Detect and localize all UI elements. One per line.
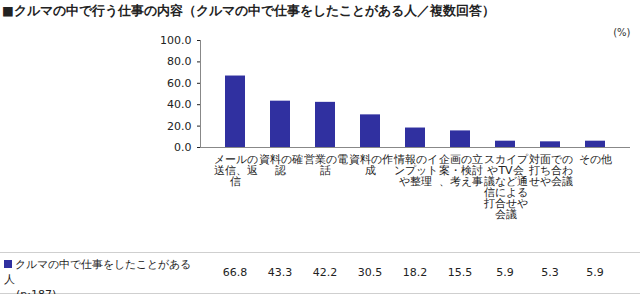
- html-text:66.8: 66.8: [222, 266, 248, 279]
- svg-text:メールの送信、返信: メールの送信、返信: [214, 153, 258, 188]
- html-text:30.5: 30.5: [357, 266, 383, 279]
- svg-text:スカイプやTV会議など通信による打合せや会議: スカイプやTV会議など通信による打合せや会議: [483, 153, 529, 221]
- svg-text:企画の立案・検討、考え事: 企画の立案・検討、考え事: [439, 153, 483, 188]
- html-text:クルマの中で仕事をしたことがある人: クルマの中で仕事をしたことがある人: [4, 258, 191, 286]
- svg-text:その他: その他: [579, 153, 612, 166]
- html-text:■クルマの中で行う仕事の内容（クルマの中で仕事をしたことがあ: ■クルマの中で行う仕事の内容（クルマの中で仕事をしたことがある人／複数回答）: [2, 3, 495, 18]
- html-text:18.2: 18.2: [402, 266, 428, 279]
- svg-text:情報のインプットや整理: 情報のインプットや整理: [393, 153, 438, 188]
- html-text:42.2: 42.2: [312, 266, 338, 279]
- svg-text:対面での打ち合わせや会議: 対面での打ち合わせや会議: [528, 153, 573, 188]
- svg-text:40.0: 40.0: [167, 98, 192, 111]
- html-text:15.5: 15.5: [447, 266, 473, 279]
- svg-text:資料の確認: 資料の確認: [259, 153, 303, 177]
- svg-text:資料の作成: 資料の作成: [349, 153, 393, 177]
- html-text:5.9: 5.9: [496, 266, 514, 279]
- svg-text:営業の電話: 営業の電話: [304, 153, 348, 177]
- svg-text:20.0: 20.0: [167, 120, 192, 133]
- html-text:5.3: 5.3: [541, 266, 559, 279]
- svg-text:80.0: 80.0: [167, 55, 192, 68]
- svg-text:0.0: 0.0: [174, 141, 192, 154]
- svg-text:60.0: 60.0: [167, 77, 192, 90]
- html-text:43.3: 43.3: [267, 266, 293, 279]
- html-text:5.9: 5.9: [586, 266, 604, 279]
- svg-text:100.0: 100.0: [160, 34, 192, 47]
- svg-text:(%): (%): [613, 27, 630, 38]
